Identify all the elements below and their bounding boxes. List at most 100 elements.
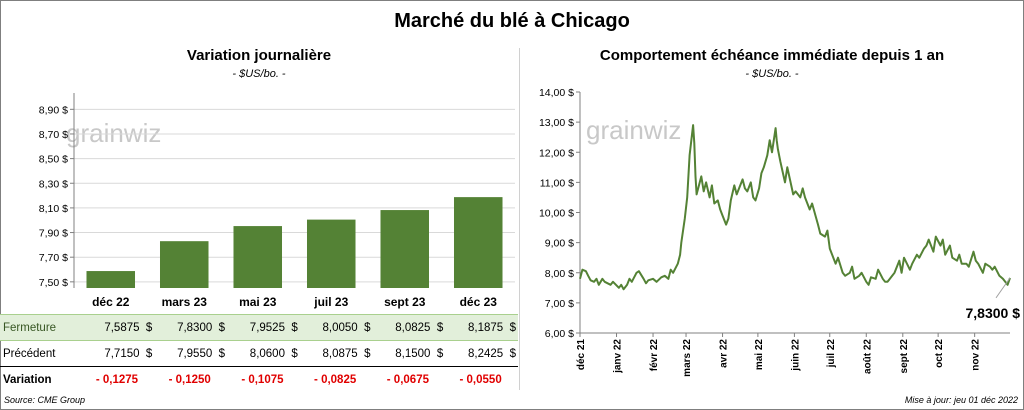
y-tick-label: 13,00 $	[539, 117, 574, 129]
source-note: Source: CME Group	[4, 395, 86, 405]
cell-suffix: $	[145, 321, 153, 334]
line-chart-title: Comportement échéance immédiate depuis 1…	[599, 47, 945, 64]
line-chart-x-labels: déc 21 janv 22 févr 22 mars 22 avr 22 mai 22 j…	[576, 333, 982, 377]
cell-value: 7,7150	[104, 347, 140, 360]
cell-value: 8,1500	[395, 347, 431, 360]
y-tick-label: 10,00 $	[539, 208, 574, 220]
table-cell-negative: - 0,1250	[168, 373, 211, 386]
series-line	[579, 124, 1011, 291]
x-tick-label: sept 23	[384, 295, 426, 309]
y-tick-label: 8,10 $	[39, 203, 68, 215]
table-row-previous: Précédent 7,7150 $ 7,9550 $ 8,0600 $ 8,0…	[0, 340, 518, 367]
x-tick-label: mai 23	[239, 295, 277, 309]
y-tick-label: 7,90 $	[39, 228, 68, 240]
cell-suffix: $	[291, 347, 298, 360]
update-note: Mise à jour: jeu 01 déc 2022	[904, 395, 1018, 405]
x-tick-label: mars 23	[162, 295, 208, 309]
table-cell: 7,8300 $	[154, 314, 228, 341]
bar	[453, 197, 503, 288]
bar-chart-y-ticks: 7,50 $ 7,70 $ 7,90 $ 8,10 $ 8,30 $ 8,50 $ 8,70…	[39, 93, 75, 289]
bar-chart-title: Variation journalière	[186, 47, 332, 64]
table-cell-negative: - 0,0675	[386, 373, 429, 386]
y-tick-label: 8,50 $	[39, 154, 68, 166]
cell-value: 8,1875	[468, 321, 504, 334]
row-label: Fermeture	[0, 314, 82, 341]
cell-suffix: $	[145, 347, 153, 360]
cell-value: 8,2425	[468, 347, 504, 360]
table-cell: 7,5875 $	[81, 314, 155, 341]
row-label: Variation	[3, 373, 52, 386]
table-row-variation: Variation - 0,1275 - 0,1250 - 0,1075 - 0…	[0, 367, 518, 393]
x-tick-label: sept 22	[899, 339, 910, 374]
cell-suffix: $	[291, 321, 298, 334]
bar	[159, 241, 209, 288]
cell-value: 7,5875	[104, 321, 140, 334]
price-table: Fermeture 7,5875 $ 7,8300 $ 7,9525 $ 8,0…	[0, 314, 518, 392]
cell-value: 8,0050	[322, 321, 358, 334]
line-chart-y-ticks: 6,00 $ 7,00 $ 8,00 $ 9,00 $ 10,00 $ 11,00 $ 12…	[539, 87, 580, 340]
y-tick-label: 12,00 $	[539, 147, 574, 159]
y-tick-label: 7,50 $	[39, 277, 68, 289]
y-tick-label: 11,00 $	[540, 177, 574, 189]
y-tick-label: 7,70 $	[39, 252, 68, 264]
cell-suffix: $	[218, 321, 226, 334]
cell-suffix: $	[509, 321, 516, 334]
bar	[233, 226, 283, 288]
x-tick-label: avr 22	[719, 339, 730, 368]
table-cell: 8,0600 $	[227, 340, 300, 367]
table-cell: 7,9525 $	[227, 314, 300, 341]
bar-chart-gridlines	[74, 108, 515, 283]
cell-suffix: $	[436, 321, 444, 334]
line-chart-unit: - $US/bo. -	[745, 68, 799, 80]
x-tick-label: nov 22	[971, 339, 982, 371]
last-value-label: 7,8300 $	[966, 305, 1021, 321]
table-cell-negative: - 0,1075	[241, 373, 284, 386]
last-value-leader	[995, 277, 1011, 299]
cell-suffix: $	[509, 347, 516, 360]
bar-chart-x-labels: déc 22 mars 23 mai 23 juil 23 sept 23 déc 23	[92, 295, 497, 309]
bar-chart-unit: - $US/bo. -	[232, 68, 286, 80]
table-cell: 8,0050 $	[299, 314, 373, 341]
x-tick-label: déc 21	[576, 339, 587, 371]
line-chart-last-value: 7,8300 $	[966, 277, 1021, 321]
y-tick-label: 14,00 $	[539, 87, 574, 99]
x-tick-label: juil 22	[826, 339, 837, 369]
table-row-close: Fermeture 7,5875 $ 7,8300 $ 7,9525 $ 8,0…	[0, 314, 518, 341]
main-title: Marché du blé à Chicago	[394, 10, 630, 32]
x-tick-label: juil 23	[313, 295, 348, 309]
cell-suffix: $	[436, 347, 444, 360]
bar	[306, 219, 356, 288]
line-chart: grainwiz 6,00 $ 7,00 $ 8,00 $ 9,00 $ 10,00 $…	[539, 87, 1021, 377]
table-cell: 8,0875 $	[299, 340, 373, 367]
table-cell-negative: - 0,0550	[459, 373, 502, 386]
y-tick-label: 8,00 $	[545, 268, 574, 280]
table-cell: 7,7150 $	[81, 340, 155, 367]
cell-value: 7,8300	[177, 321, 213, 334]
table-cell: 8,1500 $	[372, 340, 446, 367]
y-tick-label: 8,70 $	[39, 129, 68, 141]
table-cell: 8,2425 $	[445, 340, 518, 367]
table-cell-negative: - 0,1275	[95, 373, 139, 386]
y-tick-label: 9,00 $	[545, 238, 574, 250]
watermark-text: grainwiz	[586, 115, 681, 145]
x-tick-label: févr 22	[649, 339, 660, 372]
row-label: Précédent	[0, 340, 82, 367]
x-tick-label: déc 23	[460, 295, 498, 309]
table-cell: 7,9550 $	[154, 340, 228, 367]
x-tick-label: juin 22	[790, 339, 801, 372]
x-tick-label: mars 22	[682, 339, 693, 377]
x-tick-label: mai 22	[754, 339, 765, 371]
x-tick-label: août 22	[862, 339, 873, 374]
y-tick-label: 6,00 $	[545, 328, 574, 340]
y-tick-label: 7,00 $	[545, 298, 574, 310]
table-cell: 8,1875 $	[445, 314, 518, 341]
y-tick-label: 8,30 $	[39, 178, 68, 190]
cell-suffix: $	[364, 321, 371, 334]
table-cell-negative: - 0,0825	[314, 373, 357, 386]
cell-value: 7,9525	[249, 321, 285, 334]
cell-suffix: $	[218, 347, 226, 360]
panel-divider	[519, 48, 520, 390]
line-chart-series	[579, 124, 1011, 291]
bar	[380, 210, 430, 288]
cell-value: 8,0825	[395, 321, 431, 334]
